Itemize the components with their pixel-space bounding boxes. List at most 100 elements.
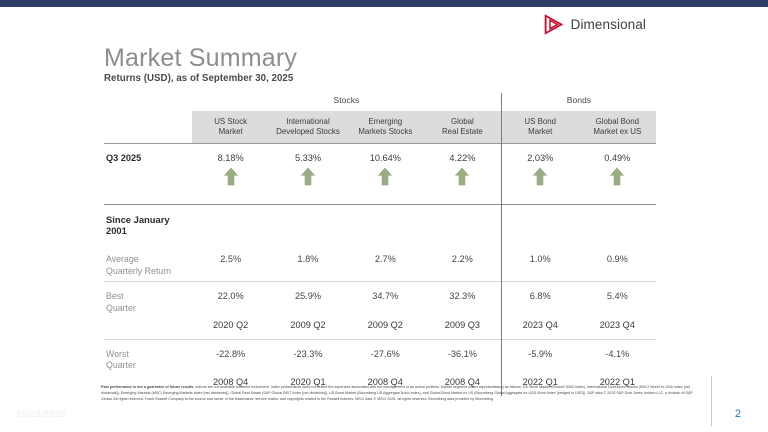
- arrow-up-icon: [610, 167, 625, 186]
- column-header-line2: Market: [528, 127, 553, 137]
- row-label-quarter: Q3 2025: [104, 143, 193, 164]
- cell-value-r0-c1: 1.8%: [297, 254, 319, 265]
- table-section-row: Since January 2001: [104, 204, 656, 246]
- section-spacer-1: [269, 204, 347, 246]
- group-header-stocks: Stocks: [333, 95, 360, 105]
- cell-quarter-value-4: 2.03%: [500, 143, 579, 164]
- column-header-line2: Markets Stocks: [358, 127, 413, 137]
- cell-value-r1-c1: 25.9%: [269, 281, 347, 319]
- cell-period-r2-c0: 2008 Q4: [213, 376, 249, 387]
- cell-period-r2-c1: 2020 Q1: [290, 376, 326, 387]
- table-group-header-row: Stocks Bonds: [104, 93, 656, 111]
- cell-value-r0-c5: 0.9%: [606, 254, 628, 265]
- cell-value-r2-c5: -4.1%: [578, 338, 656, 376]
- row-label-line1: Average: [106, 254, 139, 265]
- row-label-line2: Quarter: [106, 303, 136, 314]
- table-row: Q3 2025 8.18% 5.33% 10.64% 4.22% 2.03% 0.49%: [104, 143, 656, 164]
- cell-value-r0-c4: 1.0%: [500, 245, 579, 282]
- footer-divider: [711, 376, 712, 426]
- row-label-2: Worst Quarter: [104, 338, 193, 376]
- row-label-line2: Quarter: [106, 360, 136, 371]
- cell-arrow-5: [579, 163, 656, 205]
- cell-value-r0-c2: 2.7%: [374, 254, 396, 265]
- page-title: Market Summary: [104, 44, 298, 72]
- cell-value-r0-c3: 2.2%: [451, 254, 473, 265]
- group-header-bonds: Bonds: [500, 93, 656, 111]
- subrow-label-1: [104, 319, 192, 340]
- column-header-5: Global Bond Market ex US: [578, 111, 656, 144]
- section-spacer-3: [423, 204, 502, 246]
- arrow-up-icon: [223, 167, 238, 186]
- section-spacer-2: [346, 204, 424, 246]
- page-subtitle: Returns (USD), as of September 30, 2025: [104, 73, 294, 84]
- column-header-2: Emerging Markets Stocks: [346, 111, 424, 144]
- cell-value-r0-c0: 2.5%: [220, 254, 242, 265]
- cell-period-r1-c3: 2009 Q3: [444, 319, 480, 330]
- column-header-4: US Bond Market: [500, 111, 579, 144]
- row-label-0: Average Quarterly Return: [104, 245, 192, 282]
- row-label-line2: Quarterly Return: [106, 265, 172, 276]
- cell-quarter-value-5: 0.49%: [578, 143, 656, 164]
- column-header-spacer: [104, 111, 192, 144]
- arrow-up-icon: [533, 167, 548, 186]
- cell-value-r2-c0: -22.8%: [192, 338, 270, 376]
- column-header-line1: US Bond: [524, 117, 557, 126]
- row-label-line1: Best: [106, 291, 124, 302]
- cell-period-r2-c3: 2008 Q4: [444, 376, 480, 387]
- table-row: Best Quarter 22.0% 25.9% 34.7% 32.3% 6.8% 5.4%: [104, 281, 656, 319]
- footnote-lead: Past performance is not a guarantee of f…: [101, 385, 195, 389]
- footnote-disclaimer: Past performance is not a guarantee of f…: [101, 385, 697, 403]
- cell-quarter-value-2: 10.64%: [346, 143, 424, 164]
- footer-date: 10/23/2025: [16, 409, 66, 420]
- cell-arrow-3: [424, 163, 501, 205]
- table-subrow: 2020 Q2 2009 Q2 2009 Q2 2009 Q3 2023 Q4 2023 …: [104, 318, 656, 340]
- cell-value-r1-c4: 6.8%: [500, 281, 579, 319]
- cell-quarter-value-3: 4.22%: [423, 143, 502, 164]
- footnote-body: Indices are not available for direct inv…: [101, 385, 693, 401]
- arrow-up-icon: [378, 167, 393, 186]
- cell-period-r1-c5: 2023 Q4: [599, 319, 635, 330]
- arrow-row-spacer: [104, 163, 192, 205]
- column-header-line1: Global: [450, 117, 474, 126]
- cell-period-r1-c4: 2023 Q4: [500, 318, 579, 340]
- cell-period-r2-c2: 2008 Q4: [367, 376, 403, 387]
- table-column-header-row: US Stock Market International Developed Sto…: [104, 111, 656, 144]
- table-row: Worst Quarter -22.8% -23.3% -27.6% -36.1% -5.9…: [104, 338, 656, 376]
- cell-arrow-1: [269, 163, 346, 205]
- column-header-line2: Market ex US: [593, 127, 642, 137]
- cell-value-r1-c5: 5.4%: [578, 281, 656, 319]
- column-header-line2: Market: [218, 127, 243, 137]
- column-header-line1: Emerging: [368, 117, 403, 126]
- column-header-1: International Developed Stocks: [269, 111, 347, 144]
- cell-period-r2-c4: 2022 Q1: [500, 375, 579, 396]
- cell-period-r1-c1: 2009 Q2: [290, 319, 326, 330]
- table-subrow: 2008 Q4 2020 Q1 2008 Q4 2008 Q4 2022 Q1 2022 …: [104, 375, 656, 396]
- dimensional-triangle-logo-icon: [544, 14, 563, 35]
- section-spacer-0: [192, 204, 270, 246]
- arrow-up-icon: [300, 167, 316, 186]
- cell-value-r1-c2: 34.7%: [346, 281, 424, 319]
- column-header-line1: US Stock: [214, 117, 248, 126]
- column-header-0: US Stock Market: [192, 111, 270, 144]
- column-header-3: Global Real Estate: [423, 111, 502, 144]
- section-spacer-5: [578, 204, 656, 246]
- column-header-line1: Global Bond: [595, 117, 640, 126]
- row-label-1: Best Quarter: [104, 281, 193, 319]
- market-summary-table: Stocks Bonds US Stock Market International De…: [104, 93, 656, 396]
- table-arrow-row: [104, 163, 656, 205]
- table-row: Average Quarterly Return 2.5% 1.8% 2.7% 2.2% 1…: [104, 245, 656, 282]
- cell-value-r2-c4: -5.9%: [500, 338, 579, 376]
- cell-quarter-value-0: 8.18%: [192, 143, 270, 164]
- cell-period-r1-c2: 2009 Q2: [367, 319, 403, 330]
- cell-arrow-0: [192, 163, 269, 205]
- brand-logo: Dimensional: [543, 14, 646, 35]
- row-label-line1: Worst: [106, 348, 129, 359]
- footer-page-number: 2: [734, 408, 741, 420]
- cell-period-r2-c5: 2022 Q1: [599, 376, 635, 387]
- cell-period-r1-c0: 2020 Q2: [213, 319, 249, 330]
- cell-arrow-2: [347, 163, 424, 205]
- column-header-line2: Real Estate: [441, 127, 483, 137]
- cell-value-r1-c0: 22.0%: [192, 281, 270, 319]
- cell-value-r1-c3: 32.3%: [423, 281, 502, 319]
- top-accent-bar: [0, 0, 768, 7]
